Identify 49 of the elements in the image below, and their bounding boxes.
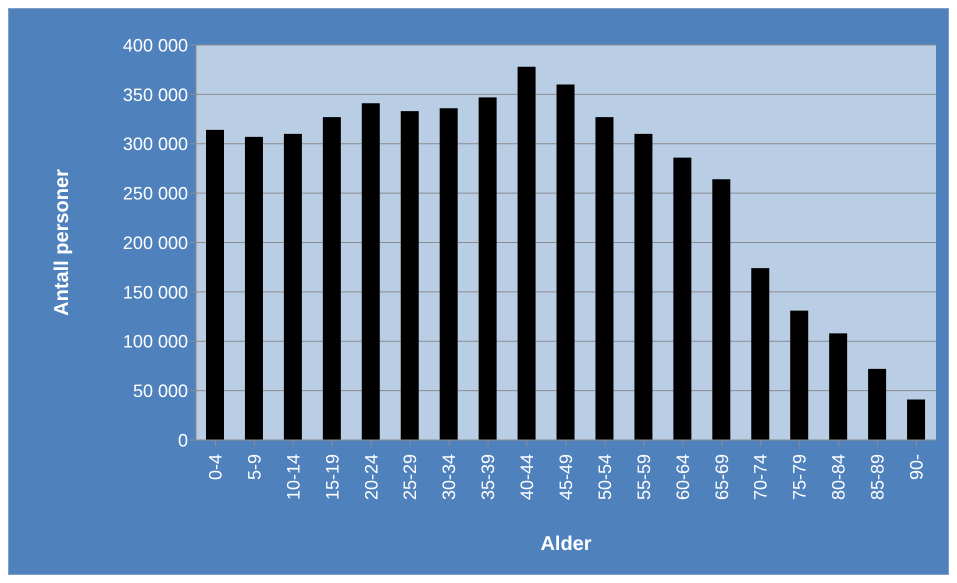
bar: [673, 158, 692, 440]
y-tick-label: 400 000: [122, 35, 188, 56]
y-tick-label: 150 000: [122, 282, 188, 302]
x-tick-label: 65-69: [712, 454, 732, 500]
bar: [478, 97, 497, 440]
y-tick-label: 0: [178, 430, 188, 450]
x-tick-label: 60-64: [672, 454, 693, 500]
bar: [400, 111, 419, 440]
y-tick-label: 50 000: [132, 381, 188, 402]
bar: [595, 117, 614, 440]
x-tick-label: 90-: [906, 454, 927, 480]
bar: [362, 103, 380, 440]
x-tick-label: 45-49: [556, 454, 576, 500]
bar: [751, 268, 770, 440]
bar: [284, 134, 302, 440]
x-tick-label: 75-79: [790, 454, 810, 500]
x-tick-label: 40-44: [517, 454, 538, 500]
x-tick-label: 10-14: [283, 454, 304, 500]
x-tick-label: 15-19: [322, 454, 342, 500]
x-tick-label: 5-9: [244, 454, 264, 480]
y-tick-label: 200 000: [122, 232, 188, 253]
y-tick-label: 250 000: [122, 184, 188, 204]
bar: [634, 134, 652, 440]
x-tick-label: 70-74: [750, 454, 771, 500]
bar: [440, 108, 458, 440]
bar: [868, 368, 886, 440]
x-tick-label: 35-39: [478, 454, 498, 500]
x-axis-title: Alder: [540, 533, 592, 555]
x-tick-label: 85-89: [868, 454, 888, 500]
bar: [556, 84, 575, 440]
x-tick-label: 55-59: [634, 454, 654, 500]
x-tick-label: 25-29: [400, 454, 420, 500]
bar: [322, 117, 341, 440]
x-tick-label: 80-84: [828, 454, 849, 500]
y-tick-label: 350 000: [122, 84, 188, 105]
bar: [790, 310, 808, 440]
x-tick-label: 20-24: [361, 454, 382, 500]
bar: [829, 333, 848, 440]
bar: [712, 179, 730, 440]
bar: [907, 400, 926, 440]
y-axis-title: Antall personer: [51, 168, 74, 316]
bar: [244, 136, 263, 440]
y-tick-label: 100 000: [122, 332, 188, 352]
y-tick-label: 300 000: [122, 134, 188, 154]
bar: [518, 66, 536, 440]
x-tick-label: 30-34: [439, 454, 460, 500]
bar: [206, 130, 224, 440]
x-tick-label: 0-4: [205, 454, 226, 480]
x-tick-label: 50-54: [594, 454, 615, 500]
